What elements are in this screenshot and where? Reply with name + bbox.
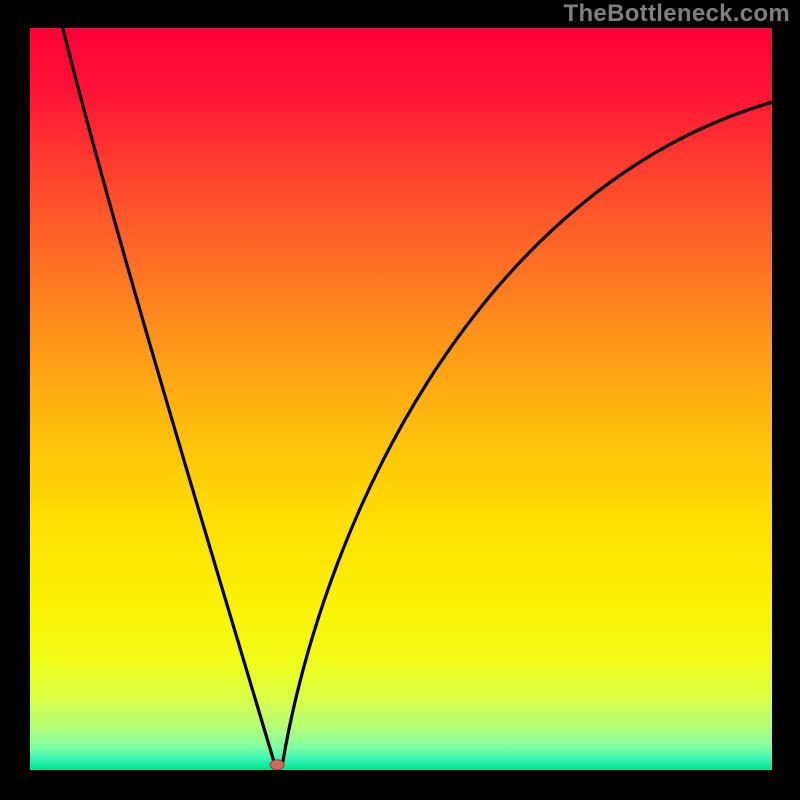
watermark-text: TheBottleneck.com — [564, 0, 790, 28]
gradient-background — [30, 28, 772, 770]
chart-area — [30, 28, 772, 770]
minimum-marker — [270, 760, 284, 770]
bottleneck-chart — [30, 28, 772, 770]
